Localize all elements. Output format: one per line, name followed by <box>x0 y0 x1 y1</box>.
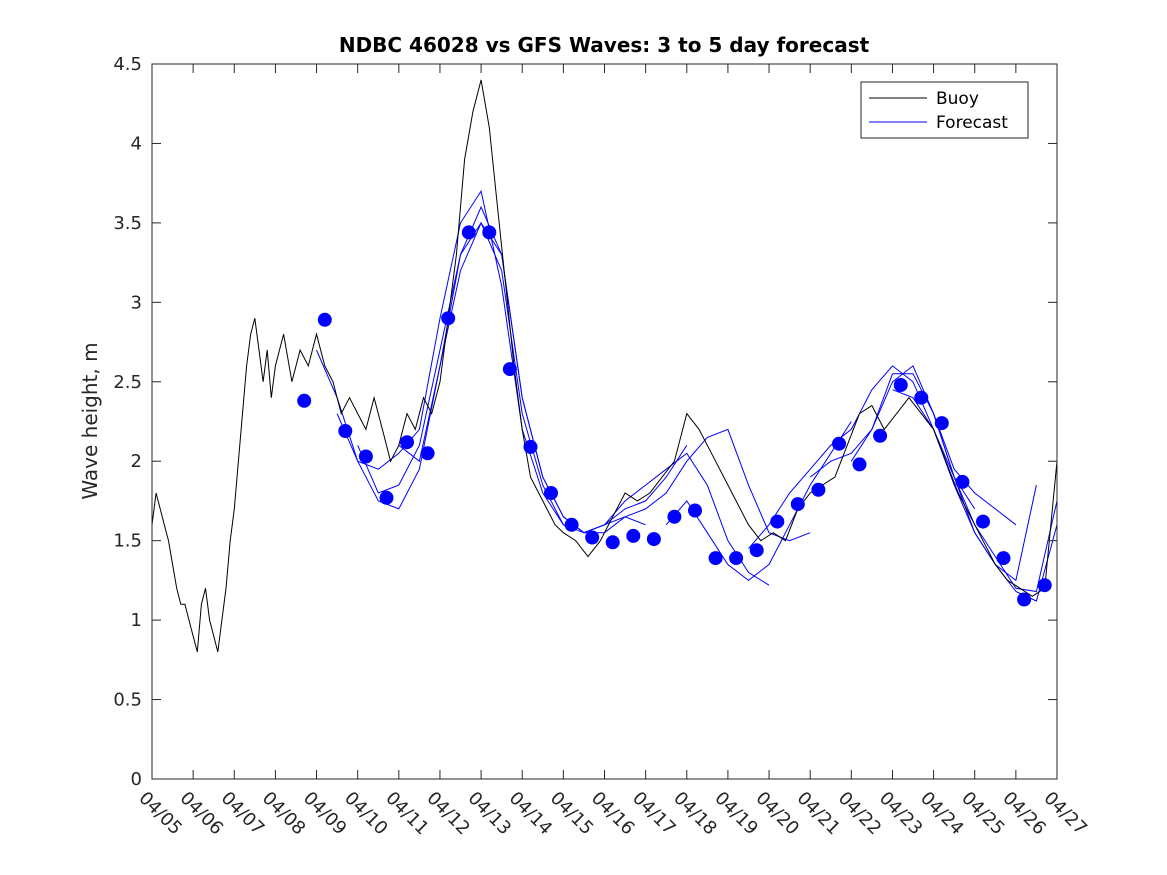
y-tick-label: 4 <box>131 133 142 154</box>
data-layer <box>151 79 1058 653</box>
forecast-point <box>338 424 353 438</box>
forecast-run-line <box>604 428 811 542</box>
y-tick-label: 4.5 <box>113 54 142 75</box>
forecast-point <box>893 378 908 392</box>
legend-box <box>860 81 1029 139</box>
forecast-point <box>852 457 867 472</box>
forecast-point <box>585 530 600 545</box>
y-tick-label: 3.5 <box>113 213 142 234</box>
y-tick-label: 1 <box>131 610 142 631</box>
forecast-point <box>441 311 456 326</box>
forecast-point <box>996 551 1011 566</box>
buoy-series-line <box>151 79 1058 653</box>
forecast-point <box>667 509 682 524</box>
forecast-point <box>297 393 312 408</box>
forecast-run-line <box>809 365 1017 526</box>
y-tick-label: 2.5 <box>113 372 142 393</box>
forecast-point <box>420 446 435 461</box>
forecast-point <box>379 490 394 505</box>
forecast-point <box>482 225 497 240</box>
forecast-point <box>400 435 414 450</box>
y-axis-label: Wave height, m <box>78 342 102 499</box>
forecast-run-line <box>933 413 1058 593</box>
forecast-point <box>1037 578 1052 593</box>
forecast-point <box>502 362 517 377</box>
legend: Buoy Forecast <box>860 81 1029 139</box>
chart-title: NDBC 46028 vs GFS Waves: 3 to 5 day fore… <box>339 33 870 57</box>
forecast-point <box>811 482 826 497</box>
forecast-point <box>626 528 641 543</box>
forecast-point <box>708 551 723 566</box>
y-tick-label: 2 <box>131 451 142 472</box>
y-tick-label: 0.5 <box>113 690 142 711</box>
y-tick-label: 1.5 <box>113 531 142 552</box>
forecast-run-line <box>398 221 688 534</box>
forecast-point <box>955 474 970 489</box>
forecast-point <box>934 416 949 431</box>
forecast-point <box>688 503 702 518</box>
forecast-point <box>544 486 558 500</box>
forecast-point <box>605 535 620 550</box>
forecast-point <box>976 514 990 529</box>
forecast-point <box>358 449 373 464</box>
forecast-point <box>914 390 929 405</box>
y-tick-label: 0 <box>131 769 142 790</box>
forecast-point <box>749 543 764 558</box>
forecast-point <box>646 532 661 547</box>
legend-label-forecast: Forecast <box>936 113 1008 133</box>
forecast-point <box>770 514 785 529</box>
forecast-point <box>832 436 846 451</box>
forecast-point <box>523 439 538 454</box>
forecast-point <box>564 517 579 532</box>
plot-area <box>152 64 1057 779</box>
forecast-point <box>461 225 476 240</box>
y-tick-label: 3 <box>131 292 142 313</box>
forecast-point <box>1017 592 1032 607</box>
forecast-point <box>873 428 888 443</box>
legend-label-buoy: Buoy <box>936 89 979 109</box>
forecast-point <box>729 551 744 566</box>
forecast-point <box>317 312 332 327</box>
forecast-point <box>790 497 805 512</box>
